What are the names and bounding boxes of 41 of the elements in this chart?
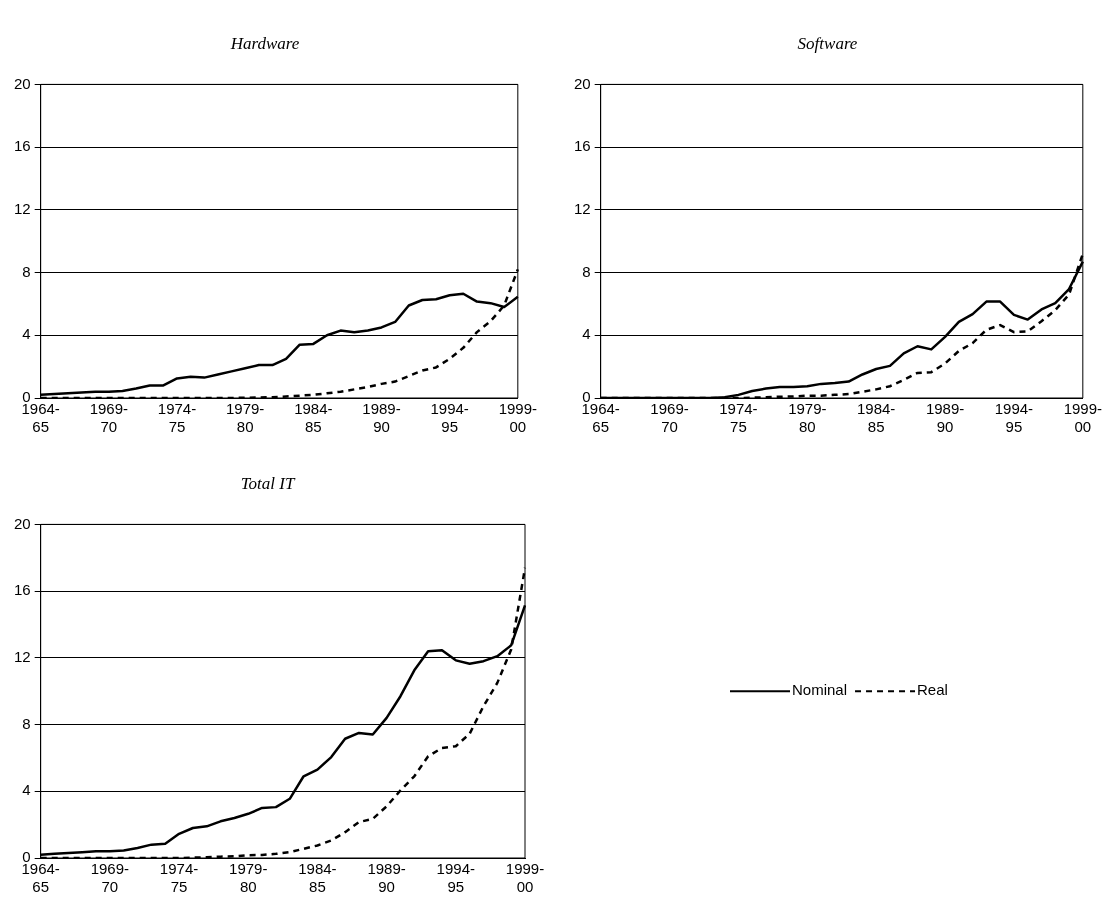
y-tick-label: 20 bbox=[14, 74, 31, 92]
y-tick-label: 16 bbox=[14, 581, 31, 599]
x-tick-label: 1999-00 bbox=[505, 860, 545, 896]
x-tick-label: 1974-75 bbox=[157, 400, 197, 436]
x-tick-label: 1999-00 bbox=[498, 400, 538, 436]
x-tick-label: 1994-95 bbox=[994, 400, 1034, 436]
x-tick-label: 1979-80 bbox=[225, 400, 265, 436]
y-tick-label: 4 bbox=[22, 781, 31, 799]
legend-label: Nominal bbox=[792, 681, 848, 699]
y-tick-label: 8 bbox=[582, 262, 591, 280]
x-tick-label: 1979-80 bbox=[788, 400, 827, 436]
x-tick-label: 1984-85 bbox=[294, 400, 333, 436]
y-tick-label: 20 bbox=[574, 74, 591, 92]
chart-title: Software bbox=[797, 33, 858, 53]
x-tick-label: 1969-70 bbox=[89, 400, 129, 436]
y-tick-label: 4 bbox=[582, 325, 591, 343]
x-tick-label: 1979-80 bbox=[229, 860, 268, 896]
chart-title: Hardware bbox=[229, 33, 300, 53]
y-tick-label: 8 bbox=[22, 714, 31, 732]
y-tick-label: 4 bbox=[22, 325, 31, 343]
x-tick-label: 1989-90 bbox=[925, 400, 965, 436]
chart-title: Total IT bbox=[240, 473, 296, 493]
x-tick-label: 1989-90 bbox=[367, 860, 406, 896]
y-tick-label: 16 bbox=[574, 137, 591, 155]
x-tick-label: 1984-85 bbox=[857, 400, 896, 436]
legend-label: Real bbox=[917, 681, 948, 699]
y-tick-label: 8 bbox=[22, 262, 31, 280]
x-tick-label: 1974-75 bbox=[719, 400, 758, 436]
x-tick-label: 1994-95 bbox=[430, 400, 469, 436]
x-tick-label: 1984-85 bbox=[298, 860, 337, 896]
y-tick-label: 12 bbox=[14, 199, 31, 217]
y-tick-label: 12 bbox=[14, 647, 31, 665]
x-tick-label: 1974-75 bbox=[159, 860, 199, 896]
x-tick-label: 1969-70 bbox=[90, 860, 130, 896]
x-tick-label: 1994-95 bbox=[436, 860, 475, 896]
y-tick-label: 12 bbox=[574, 199, 591, 217]
y-tick-label: 20 bbox=[14, 514, 31, 532]
x-tick-label: 1999-00 bbox=[1063, 400, 1103, 436]
x-tick-label: 1989-90 bbox=[362, 400, 401, 436]
x-tick-label: 1969-70 bbox=[650, 400, 689, 436]
y-tick-label: 16 bbox=[14, 137, 31, 155]
